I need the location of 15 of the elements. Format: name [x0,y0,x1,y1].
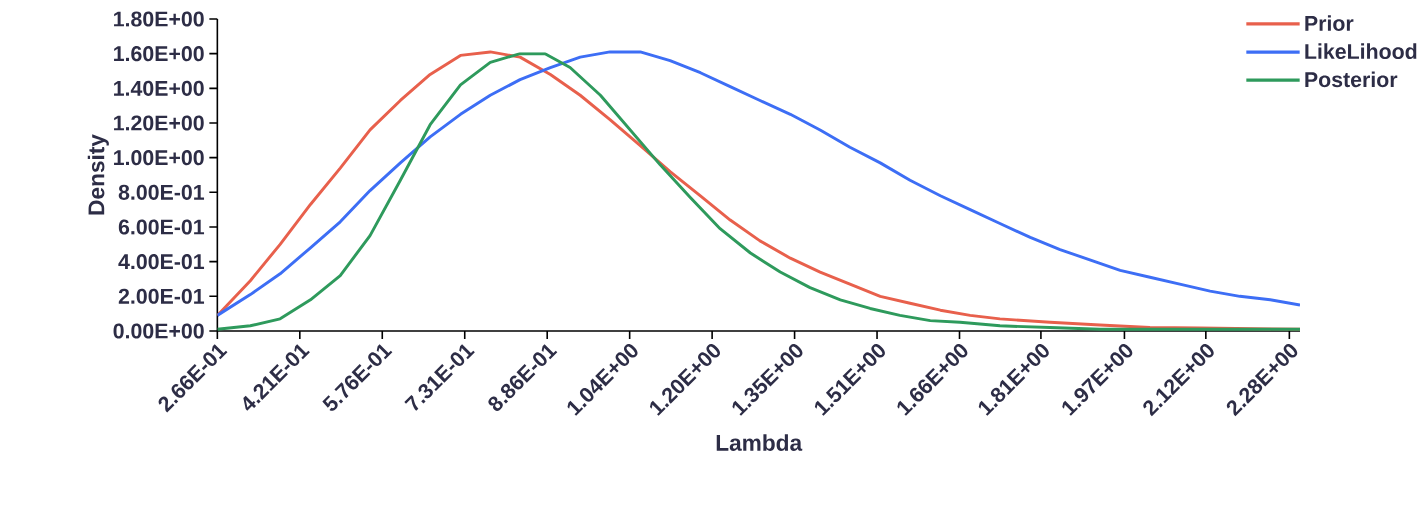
y-tick-label: 1.60E+00 [114,46,204,62]
legend-label: LikeLihood [1305,43,1417,60]
y-axis-title: Density [87,134,109,215]
y-tick-label: 2.00E-01 [118,288,205,304]
y-tick-label: 1.40E+00 [114,80,204,96]
y-tick-label: 4.00E-01 [118,254,205,270]
y-tick-label: 8.00E-01 [118,184,205,200]
y-tick-label: 1.80E+00 [114,11,204,27]
legend-label: Posterior [1305,71,1398,88]
y-tick-label: 0.00E+00 [113,323,204,339]
y-tick-label: 1.20E+00 [114,115,204,131]
y-tick-label: 1.00E+00 [114,150,204,166]
y-tick-label: 6.00E-01 [118,219,205,235]
legend-label: Prior [1305,15,1354,31]
x-axis-title: Lambda [716,434,803,451]
